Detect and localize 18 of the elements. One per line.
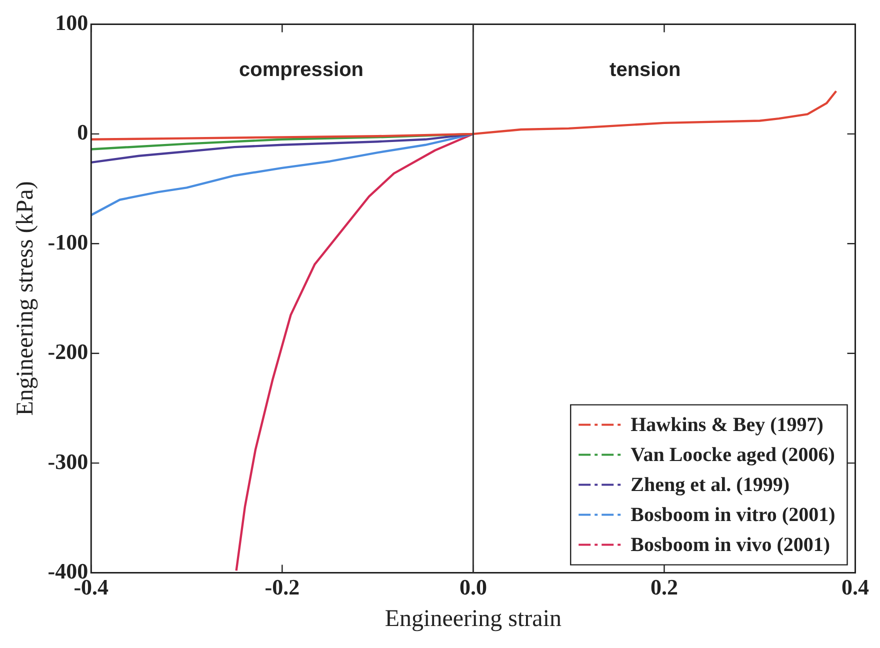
y-axis-title: Engineering stress (kPa)	[12, 181, 39, 416]
x-tick-label: 0.2	[650, 574, 678, 600]
y-tick-label: 0	[77, 120, 88, 145]
legend-label: Bosboom in vivo (2001)	[630, 534, 830, 556]
y-tick-label: 100	[55, 10, 88, 35]
legend-label: Bosboom in vitro (2001)	[630, 504, 836, 526]
legend-label: Van Loocke aged (2006)	[630, 444, 835, 466]
y-tick-label: -100	[48, 229, 88, 254]
annotation: tension	[610, 59, 681, 82]
y-tick-label: -300	[48, 448, 88, 474]
x-tick-label: 0.0	[459, 574, 487, 600]
x-tick-label: 0.4	[842, 574, 869, 600]
legend-label: Hawkins & Bey (1997)	[630, 414, 824, 436]
x-tick-label: -0.2	[264, 574, 300, 600]
annotation: compression	[239, 59, 364, 82]
y-tick-label: -200	[48, 339, 88, 364]
x-axis-title: Engineering strain	[384, 606, 562, 632]
legend-label: Zheng et al. (1999)	[630, 474, 790, 496]
